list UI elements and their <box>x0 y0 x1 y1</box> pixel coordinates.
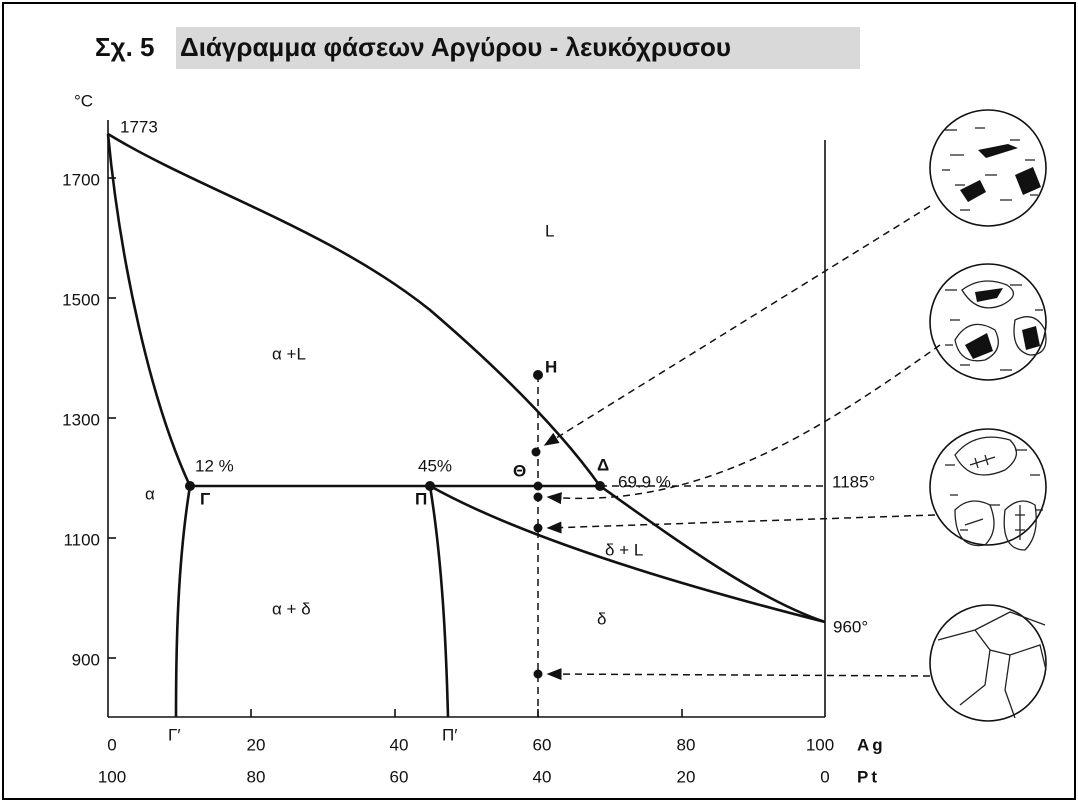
frame <box>3 3 1075 799</box>
point-label: Θ <box>513 461 526 480</box>
figure-number: Σχ. 5 <box>95 32 154 62</box>
y-unit: °C <box>74 91 93 110</box>
x-row-name: Pt <box>857 767 880 786</box>
x-tick-label: 100 <box>98 767 126 786</box>
y-tick-label: 1700 <box>62 170 100 189</box>
x-tick-label: 60 <box>390 767 409 786</box>
region-label: α <box>145 484 155 503</box>
x-tick-label: 60 <box>533 735 552 754</box>
page: Σχ. 5 Διάγραμμα φάσεων Αργύρου - λευκόχρ… <box>0 0 1078 802</box>
x-tick-label: 80 <box>247 767 266 786</box>
region-label: δ + L <box>605 540 643 559</box>
region-label: α +L <box>272 344 306 363</box>
point-label: Γ <box>200 489 210 508</box>
point-label: Π′ <box>442 725 457 744</box>
region-label: α + δ <box>272 599 311 618</box>
x-tick-label: 20 <box>677 767 696 786</box>
y-tick-label: 1100 <box>63 530 100 549</box>
label: 1185° <box>832 472 875 491</box>
region-label: L <box>545 221 554 240</box>
y-tick-label: 1300 <box>62 410 100 429</box>
region-label: δ <box>597 609 606 628</box>
label: 45% <box>418 456 452 475</box>
x-tick-label: 100 <box>806 735 834 754</box>
y-tick-label: 1500 <box>62 290 100 309</box>
label: 960° <box>833 617 868 636</box>
x-tick-label: 40 <box>390 735 409 754</box>
y-tick-label: 900 <box>72 650 100 669</box>
label: 1773 <box>120 117 158 136</box>
title: Διάγραμμα φάσεων Αργύρου - λευκόχρυσου <box>180 32 731 62</box>
label: 69.9 % <box>618 472 671 491</box>
x-tick-label: 80 <box>677 735 696 754</box>
x-tick-label: 0 <box>820 767 829 786</box>
x-tick-label: 20 <box>247 735 266 754</box>
label: 12 % <box>195 456 234 475</box>
x-tick-label: 0 <box>107 735 116 754</box>
point-label: Δ <box>597 455 609 474</box>
x-row-name: Ag <box>857 735 886 754</box>
point-label: Γ′ <box>168 725 181 744</box>
x-tick-label: 40 <box>533 767 552 786</box>
point-label: Π <box>415 489 427 508</box>
point-label: H <box>545 357 557 376</box>
